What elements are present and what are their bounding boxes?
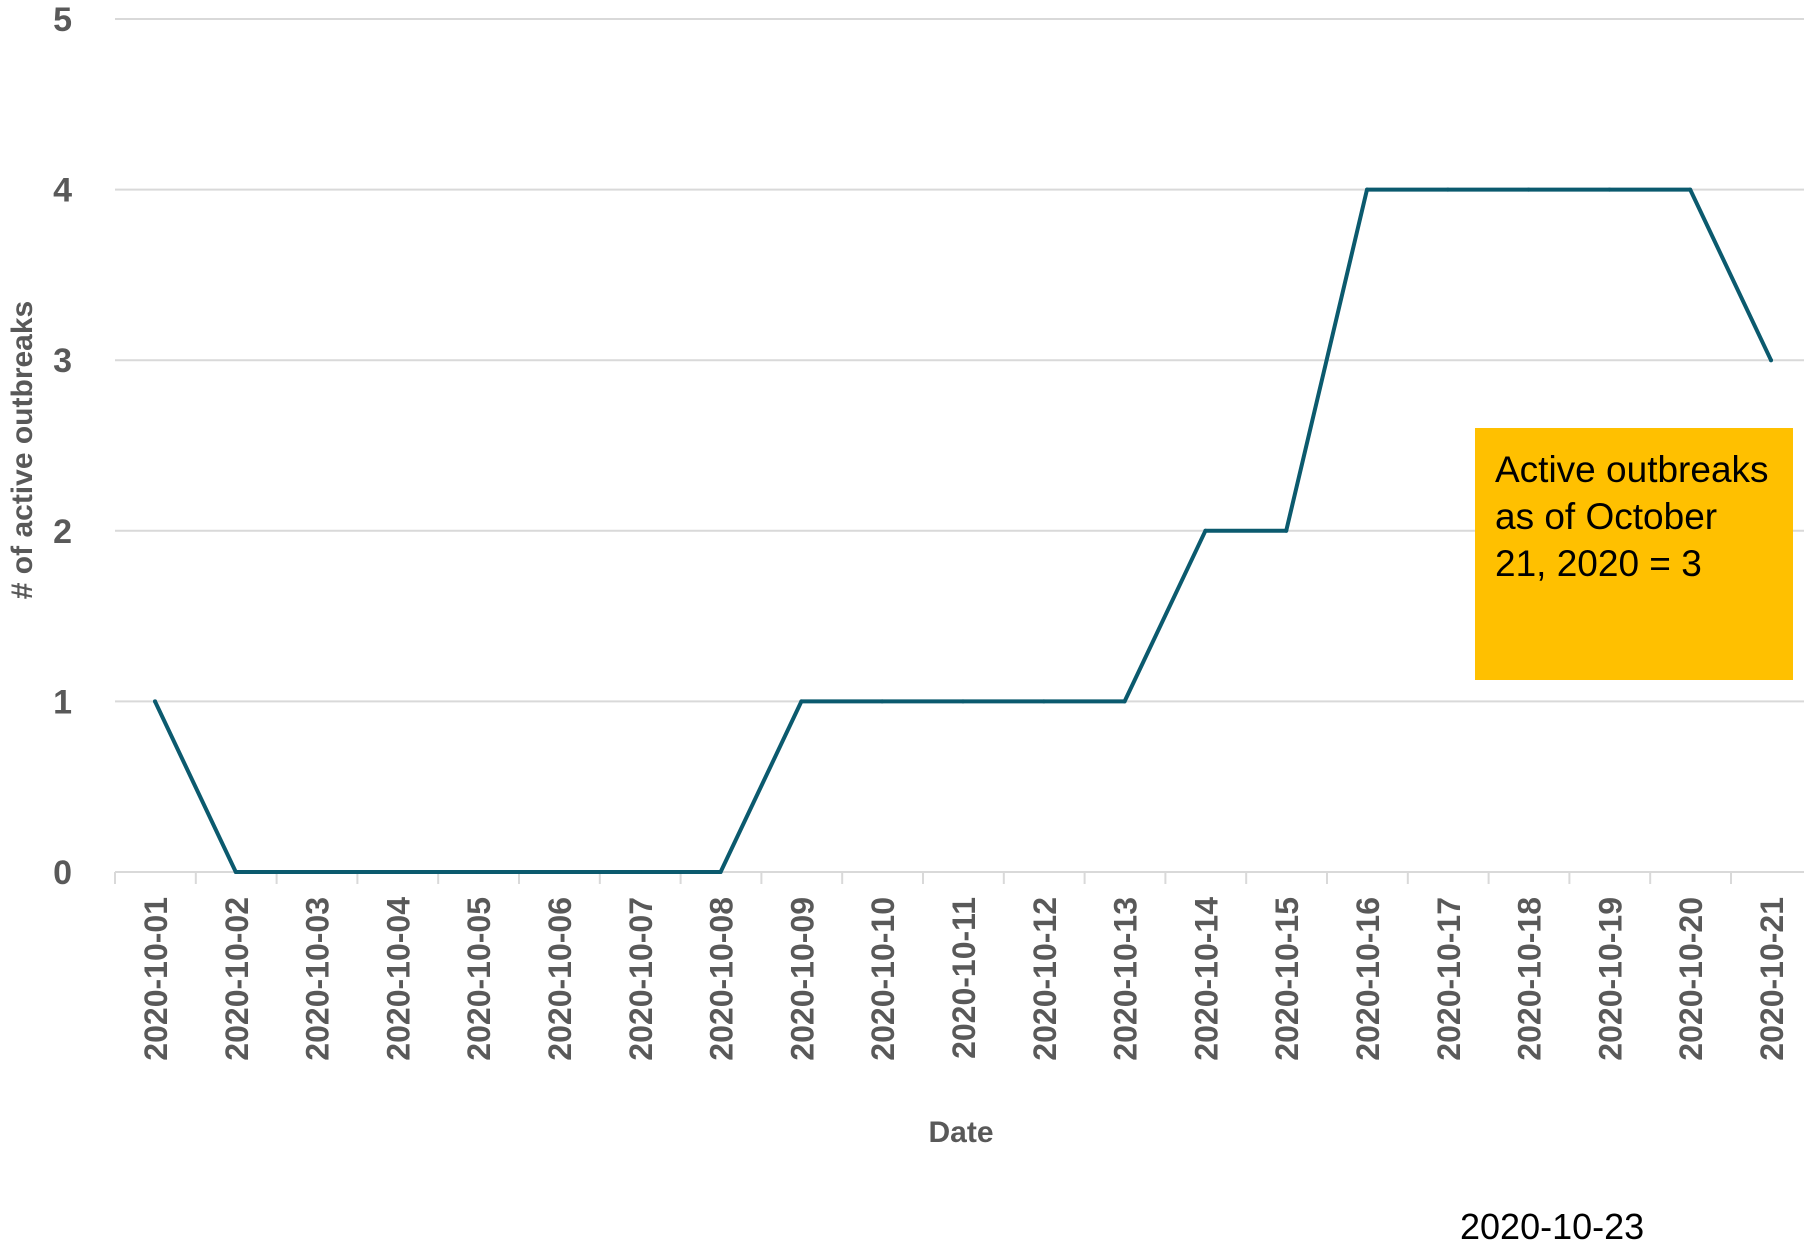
x-tick-label: 2020-10-04 [380, 897, 416, 1061]
data-point [1607, 187, 1612, 192]
x-tick-label: 2020-10-13 [1108, 897, 1144, 1061]
x-tick-label: 2020-10-16 [1350, 897, 1386, 1061]
data-point [1688, 187, 1693, 192]
data-point [314, 870, 319, 874]
x-tick-label: 2020-10-06 [542, 897, 578, 1061]
annotation-box: Active outbreaks as of October 21, 2020 … [1475, 428, 1793, 680]
data-point [233, 870, 238, 874]
y-tick-label-4: 4 [53, 172, 72, 210]
x-tick-label: 2020-10-11 [946, 897, 982, 1059]
x-tick-label: 2020-10-21 [1754, 897, 1790, 1061]
y-axis-ticks: 0 1 2 3 4 5 [53, 1, 72, 892]
y-tick-label-3: 3 [53, 342, 72, 380]
data-point [557, 870, 561, 874]
x-tick-label: 2020-10-15 [1269, 897, 1305, 1061]
y-axis-title: # of active outbreaks [6, 301, 39, 599]
footer-date: 2020-10-23 [1460, 1206, 1645, 1247]
data-point [637, 870, 642, 874]
x-tick-label: 2020-10-19 [1592, 897, 1628, 1061]
x-tick-label: 2020-10-18 [1512, 897, 1548, 1061]
data-point [1365, 187, 1369, 192]
data-point [718, 870, 723, 874]
x-tick-label: 2020-10-09 [784, 897, 820, 1061]
data-point [476, 870, 481, 874]
data-point [1526, 187, 1531, 192]
data-point [1203, 528, 1208, 533]
x-tick-label: 2020-10-05 [461, 897, 497, 1061]
data-point [1041, 699, 1046, 704]
series-layer [153, 187, 1773, 874]
x-tick-label: 2020-10-07 [623, 897, 659, 1061]
y-tick-label-0: 0 [53, 854, 72, 892]
x-tick-label: 2020-10-03 [300, 897, 336, 1061]
data-point [1445, 187, 1450, 192]
y-tick-label-5: 5 [53, 1, 72, 39]
data-point [880, 699, 885, 704]
x-tick-label: 2020-10-02 [219, 897, 255, 1061]
x-tick-label: 2020-10-08 [704, 897, 740, 1061]
x-tick-label: 2020-10-10 [865, 897, 901, 1061]
x-tick-label: 2020-10-20 [1673, 897, 1709, 1061]
data-point [799, 699, 804, 704]
data-point [1769, 358, 1773, 363]
x-tick-label: 2020-10-17 [1431, 897, 1467, 1061]
x-tick-label: 2020-10-14 [1188, 897, 1224, 1061]
y-tick-label-2: 2 [53, 513, 72, 551]
data-point [153, 699, 157, 704]
data-point [1284, 528, 1289, 533]
data-point [395, 870, 400, 874]
x-axis-title: Date [928, 1116, 993, 1149]
y-tick-label-1: 1 [53, 683, 72, 721]
x-tick-label: 2020-10-12 [1027, 897, 1063, 1061]
data-point [1122, 699, 1127, 704]
x-axis-ticks: 2020-10-01 2020-10-02 2020-10-03 2020-10-04… [138, 897, 1790, 1061]
data-point [961, 699, 965, 704]
x-tick-label: 2020-10-01 [138, 897, 174, 1061]
